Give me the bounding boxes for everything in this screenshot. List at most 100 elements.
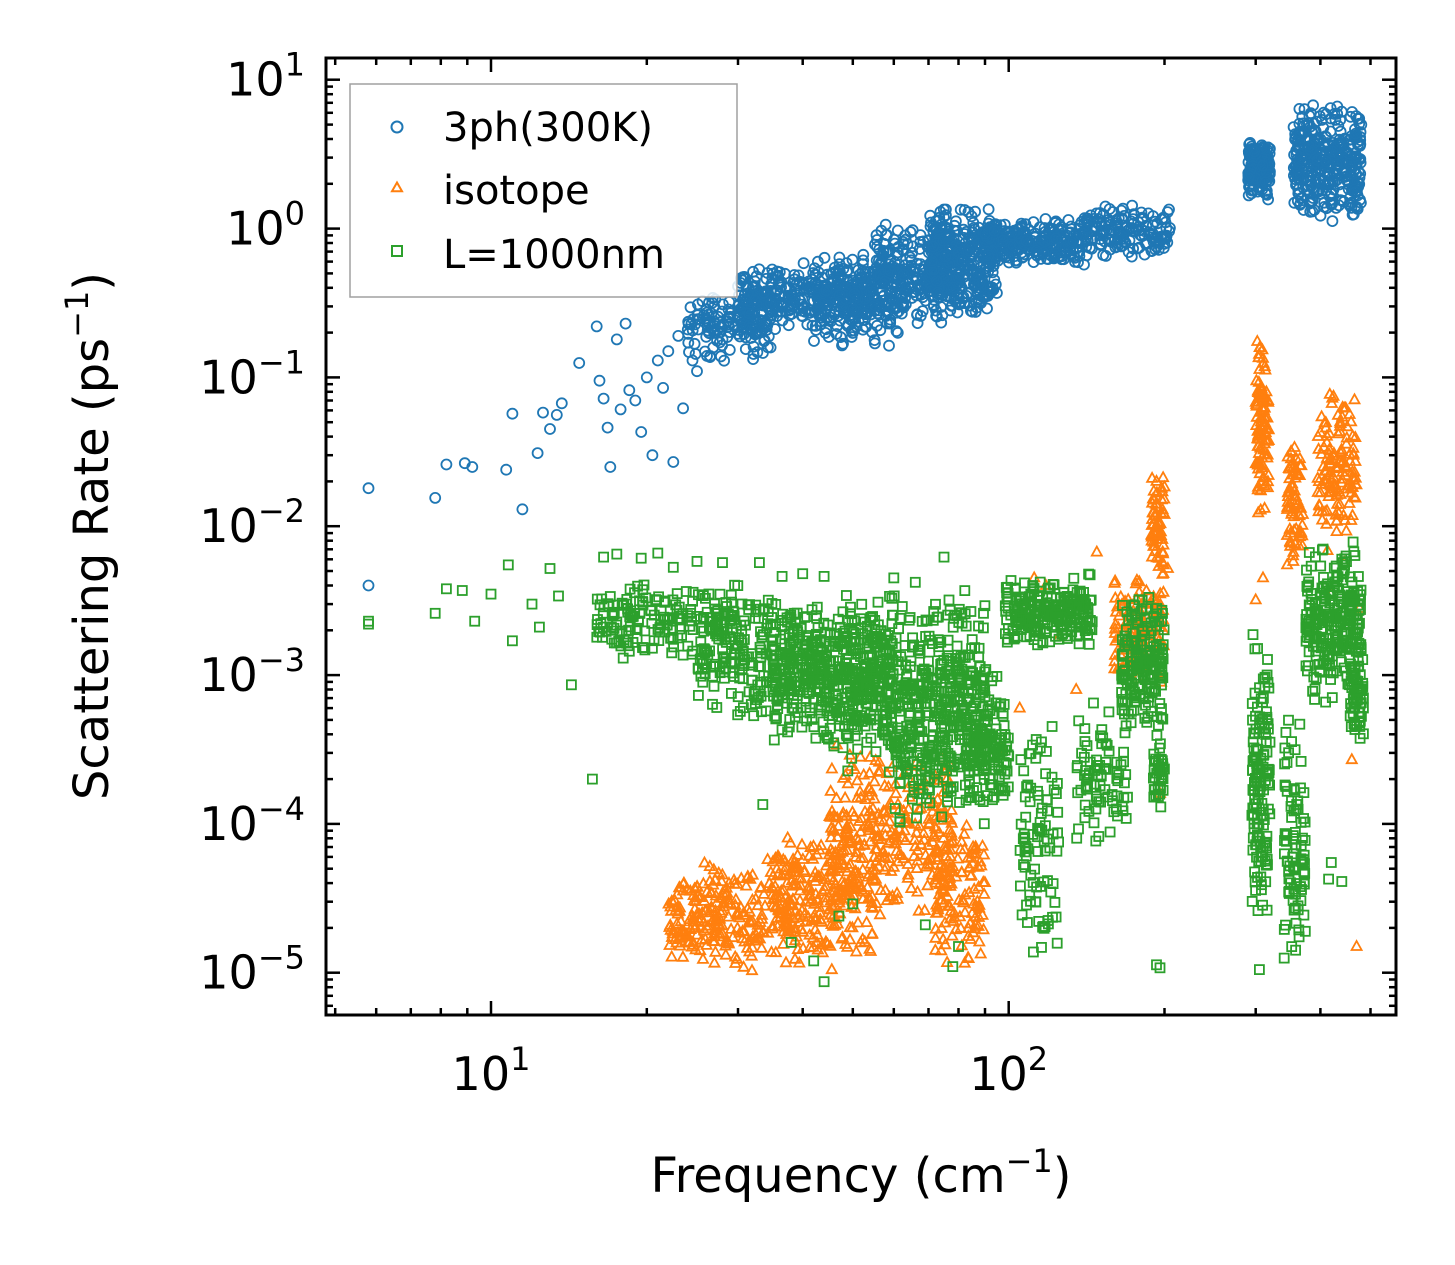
triangle-point [689, 942, 703, 955]
circle-point [857, 254, 870, 267]
circle-point [1080, 221, 1093, 234]
circle-point [764, 297, 777, 310]
triangle-point [745, 948, 759, 961]
circle-point [1308, 137, 1320, 150]
circle-point [1110, 217, 1122, 230]
triangle-point [707, 862, 721, 875]
circle-point [944, 229, 956, 242]
series-0 [362, 99, 1368, 592]
circle-point [820, 284, 833, 297]
circle-point [875, 285, 888, 298]
circle-point [1304, 107, 1317, 120]
circle-point [792, 269, 805, 282]
circle-point [925, 271, 937, 284]
circle-point [840, 257, 853, 270]
circle-point [1304, 120, 1317, 133]
circle-point [797, 278, 810, 291]
square-point [693, 690, 704, 701]
circle-point [833, 251, 846, 264]
circle-point [915, 288, 927, 301]
circle-point [747, 340, 760, 353]
circle-point [1115, 230, 1128, 243]
circle-point [555, 397, 568, 410]
triangle-point [825, 761, 839, 774]
triangle-point [964, 932, 978, 944]
circle-point [916, 291, 929, 304]
triangle-point [960, 818, 974, 831]
square-point [708, 680, 720, 692]
circle-point [816, 309, 829, 322]
circle-point [758, 335, 771, 348]
circle-point [500, 463, 513, 476]
circle-point [1294, 126, 1307, 139]
circle-point [783, 281, 796, 294]
circle-point [672, 329, 685, 342]
circle-point [1161, 206, 1174, 219]
circle-point [1096, 224, 1108, 237]
square-point [872, 596, 884, 608]
circle-point [1305, 166, 1318, 179]
circle-point [657, 381, 669, 394]
circle-point [871, 307, 884, 320]
triangle-point [779, 955, 793, 968]
circle-point [906, 224, 919, 237]
data-marks [362, 99, 1369, 988]
circle-point [1330, 201, 1342, 214]
circle-point [629, 394, 642, 407]
circle-point [786, 288, 799, 301]
circle-point [857, 248, 870, 261]
circle-point [1105, 218, 1117, 231]
square-point [841, 590, 852, 601]
circle-point [832, 263, 845, 276]
circle-point [684, 301, 697, 314]
triangle-point [865, 926, 879, 939]
circle-point [975, 297, 987, 310]
circle-point [879, 275, 891, 288]
triangle-point [935, 921, 949, 933]
triangle-point [707, 955, 721, 968]
circle-point [969, 305, 982, 318]
circle-point [904, 226, 917, 239]
triangle-point [688, 901, 702, 914]
triangle-point [795, 837, 809, 850]
circle-point [842, 318, 855, 331]
circle-point [930, 237, 943, 250]
circle-point [892, 246, 904, 259]
circle-point [1293, 103, 1306, 115]
circle-point [1140, 238, 1152, 251]
circle-point [994, 219, 1007, 232]
circle-point [724, 307, 737, 320]
circle-point [798, 300, 811, 313]
circle-point [850, 320, 863, 333]
circle-point [984, 281, 997, 294]
circle-point [593, 374, 606, 387]
circle-point [717, 298, 729, 311]
circle-point [929, 215, 942, 228]
circle-point [686, 354, 699, 367]
circle-point [890, 325, 903, 338]
circle-point [847, 303, 860, 316]
circle-point [1030, 244, 1043, 257]
circle-point [537, 406, 549, 419]
circle-point [877, 244, 890, 257]
circle-point [1340, 164, 1353, 177]
square-point [677, 649, 689, 661]
circle-point [1132, 216, 1145, 228]
circle-point [953, 296, 966, 309]
circle-point [1306, 195, 1319, 208]
circle-point [699, 312, 712, 325]
circle-point [822, 331, 835, 343]
triangle-point [751, 898, 765, 911]
circle-point [927, 240, 940, 253]
triangle-point [1013, 700, 1027, 713]
circle-point [440, 458, 453, 471]
circle-point [732, 305, 745, 318]
circle-point [1336, 154, 1349, 167]
circle-point [948, 219, 961, 232]
circle-point [1289, 160, 1302, 173]
circle-point [531, 447, 544, 460]
circle-point [958, 204, 971, 216]
circle-point [818, 251, 831, 264]
circle-point [937, 272, 950, 285]
circle-point [667, 456, 680, 468]
